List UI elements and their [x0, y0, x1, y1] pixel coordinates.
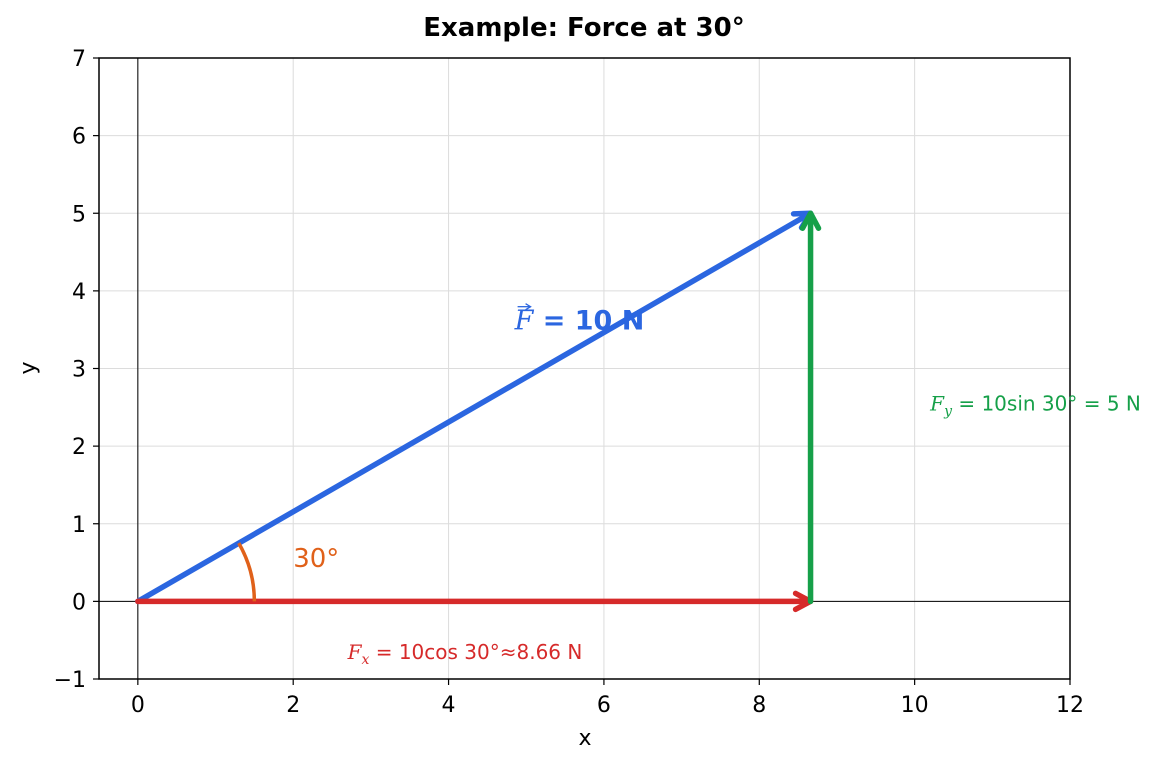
- x-tick-label: 10: [901, 693, 929, 718]
- angle-label: 30°: [293, 544, 339, 574]
- y-tick-label: 1: [72, 513, 86, 538]
- y-tick-label: 0: [72, 590, 86, 615]
- y-tick-label: 2: [72, 435, 86, 460]
- vectors: [135, 210, 822, 613]
- y-ticks: −1 0 1 2 3 4 5 6 7: [54, 47, 99, 693]
- force-symbol: F: [514, 306, 535, 337]
- y-tick-label: 3: [72, 358, 86, 383]
- annotations: F = 10 N30°Fx = 10cos 30°≈8.66 NFy = 10s…: [293, 303, 1141, 668]
- force-vector-mark-head: [525, 303, 532, 311]
- x-tick-label: 2: [286, 693, 300, 718]
- x-axis-label: x: [578, 726, 591, 751]
- x-ticks: 0 2 4 6 8 10 12: [131, 679, 1084, 718]
- fy-label-text: = 10sin 30° = 5 N: [952, 391, 1141, 415]
- grid: [99, 57, 1071, 680]
- angle-arc-layer: [237, 542, 257, 602]
- fx-label-symbol: F: [347, 640, 363, 664]
- x-tick-label: 0: [131, 693, 145, 718]
- angle-arc: [237, 542, 257, 602]
- fx-label: Fx = 10cos 30°≈8.66 N: [347, 640, 583, 668]
- vector-f: [135, 210, 814, 605]
- fx-label-subscript: x: [361, 652, 369, 668]
- vector-shaft: [135, 211, 811, 605]
- x-tick-label: 12: [1056, 693, 1084, 718]
- y-tick-label: −1: [54, 668, 86, 693]
- chart-title: Example: Force at 30°: [423, 13, 744, 43]
- y-tick-label: 6: [72, 125, 86, 150]
- x-tick-label: 4: [442, 693, 456, 718]
- vector-fy: [799, 210, 822, 605]
- fy-label-symbol: F: [929, 391, 945, 415]
- y-tick-label: 4: [72, 280, 86, 305]
- y-tick-label: 7: [72, 47, 86, 72]
- force-label: F = 10 N: [514, 306, 645, 337]
- y-tick-label: 5: [72, 202, 86, 227]
- vector-head: [799, 210, 822, 231]
- fx-label-text: = 10cos 30°≈8.66 N: [369, 640, 582, 664]
- force-value: = 10 N: [533, 306, 644, 337]
- fy-label-subscript: y: [943, 403, 953, 419]
- x-tick-label: 8: [752, 693, 766, 718]
- y-axis-label: y: [16, 361, 41, 374]
- vector-fx: [135, 590, 814, 613]
- x-tick-label: 6: [597, 693, 611, 718]
- fy-label: Fy = 10sin 30° = 5 N: [929, 391, 1141, 419]
